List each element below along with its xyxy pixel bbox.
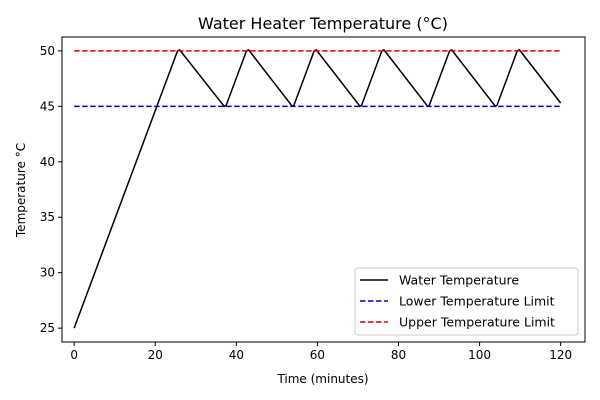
x-tick-label: 80 — [391, 348, 406, 362]
y-axis-label: Temperature °C — [14, 143, 28, 238]
y-tick-label: 25 — [40, 321, 55, 335]
y-axis-ticks: 25 30 35 40 45 50 — [40, 44, 62, 335]
y-tick-label: 40 — [40, 155, 55, 169]
y-tick-label: 30 — [40, 266, 55, 280]
x-tick-label: 20 — [148, 348, 163, 362]
y-tick-label: 50 — [40, 44, 55, 58]
x-tick-label: 120 — [549, 348, 572, 362]
legend: Water Temperature Lower Temperature Limit… — [354, 267, 579, 336]
y-tick-label: 45 — [40, 99, 55, 113]
series-layer — [73, 49, 562, 329]
chart-title: Water Heater Temperature (°C) — [198, 14, 448, 33]
x-axis-label: Time (minutes) — [276, 372, 368, 386]
y-tick-label: 35 — [40, 210, 55, 224]
legend-label: Water Temperature — [399, 273, 519, 288]
legend-label: Lower Temperature Limit — [399, 294, 555, 309]
x-tick-label: 40 — [229, 348, 244, 362]
legend-box — [354, 267, 579, 336]
x-axis-ticks: 0 20 40 60 80 100 120 — [70, 342, 572, 362]
plot-frame — [61, 36, 586, 343]
x-tick-label: 100 — [468, 348, 491, 362]
x-tick-label: 0 — [70, 348, 78, 362]
x-tick-label: 60 — [310, 348, 325, 362]
plot-area: 0 20 40 60 80 100 120 25 30 35 40 45 50 — [40, 36, 586, 362]
legend-label: Upper Temperature Limit — [399, 315, 555, 330]
